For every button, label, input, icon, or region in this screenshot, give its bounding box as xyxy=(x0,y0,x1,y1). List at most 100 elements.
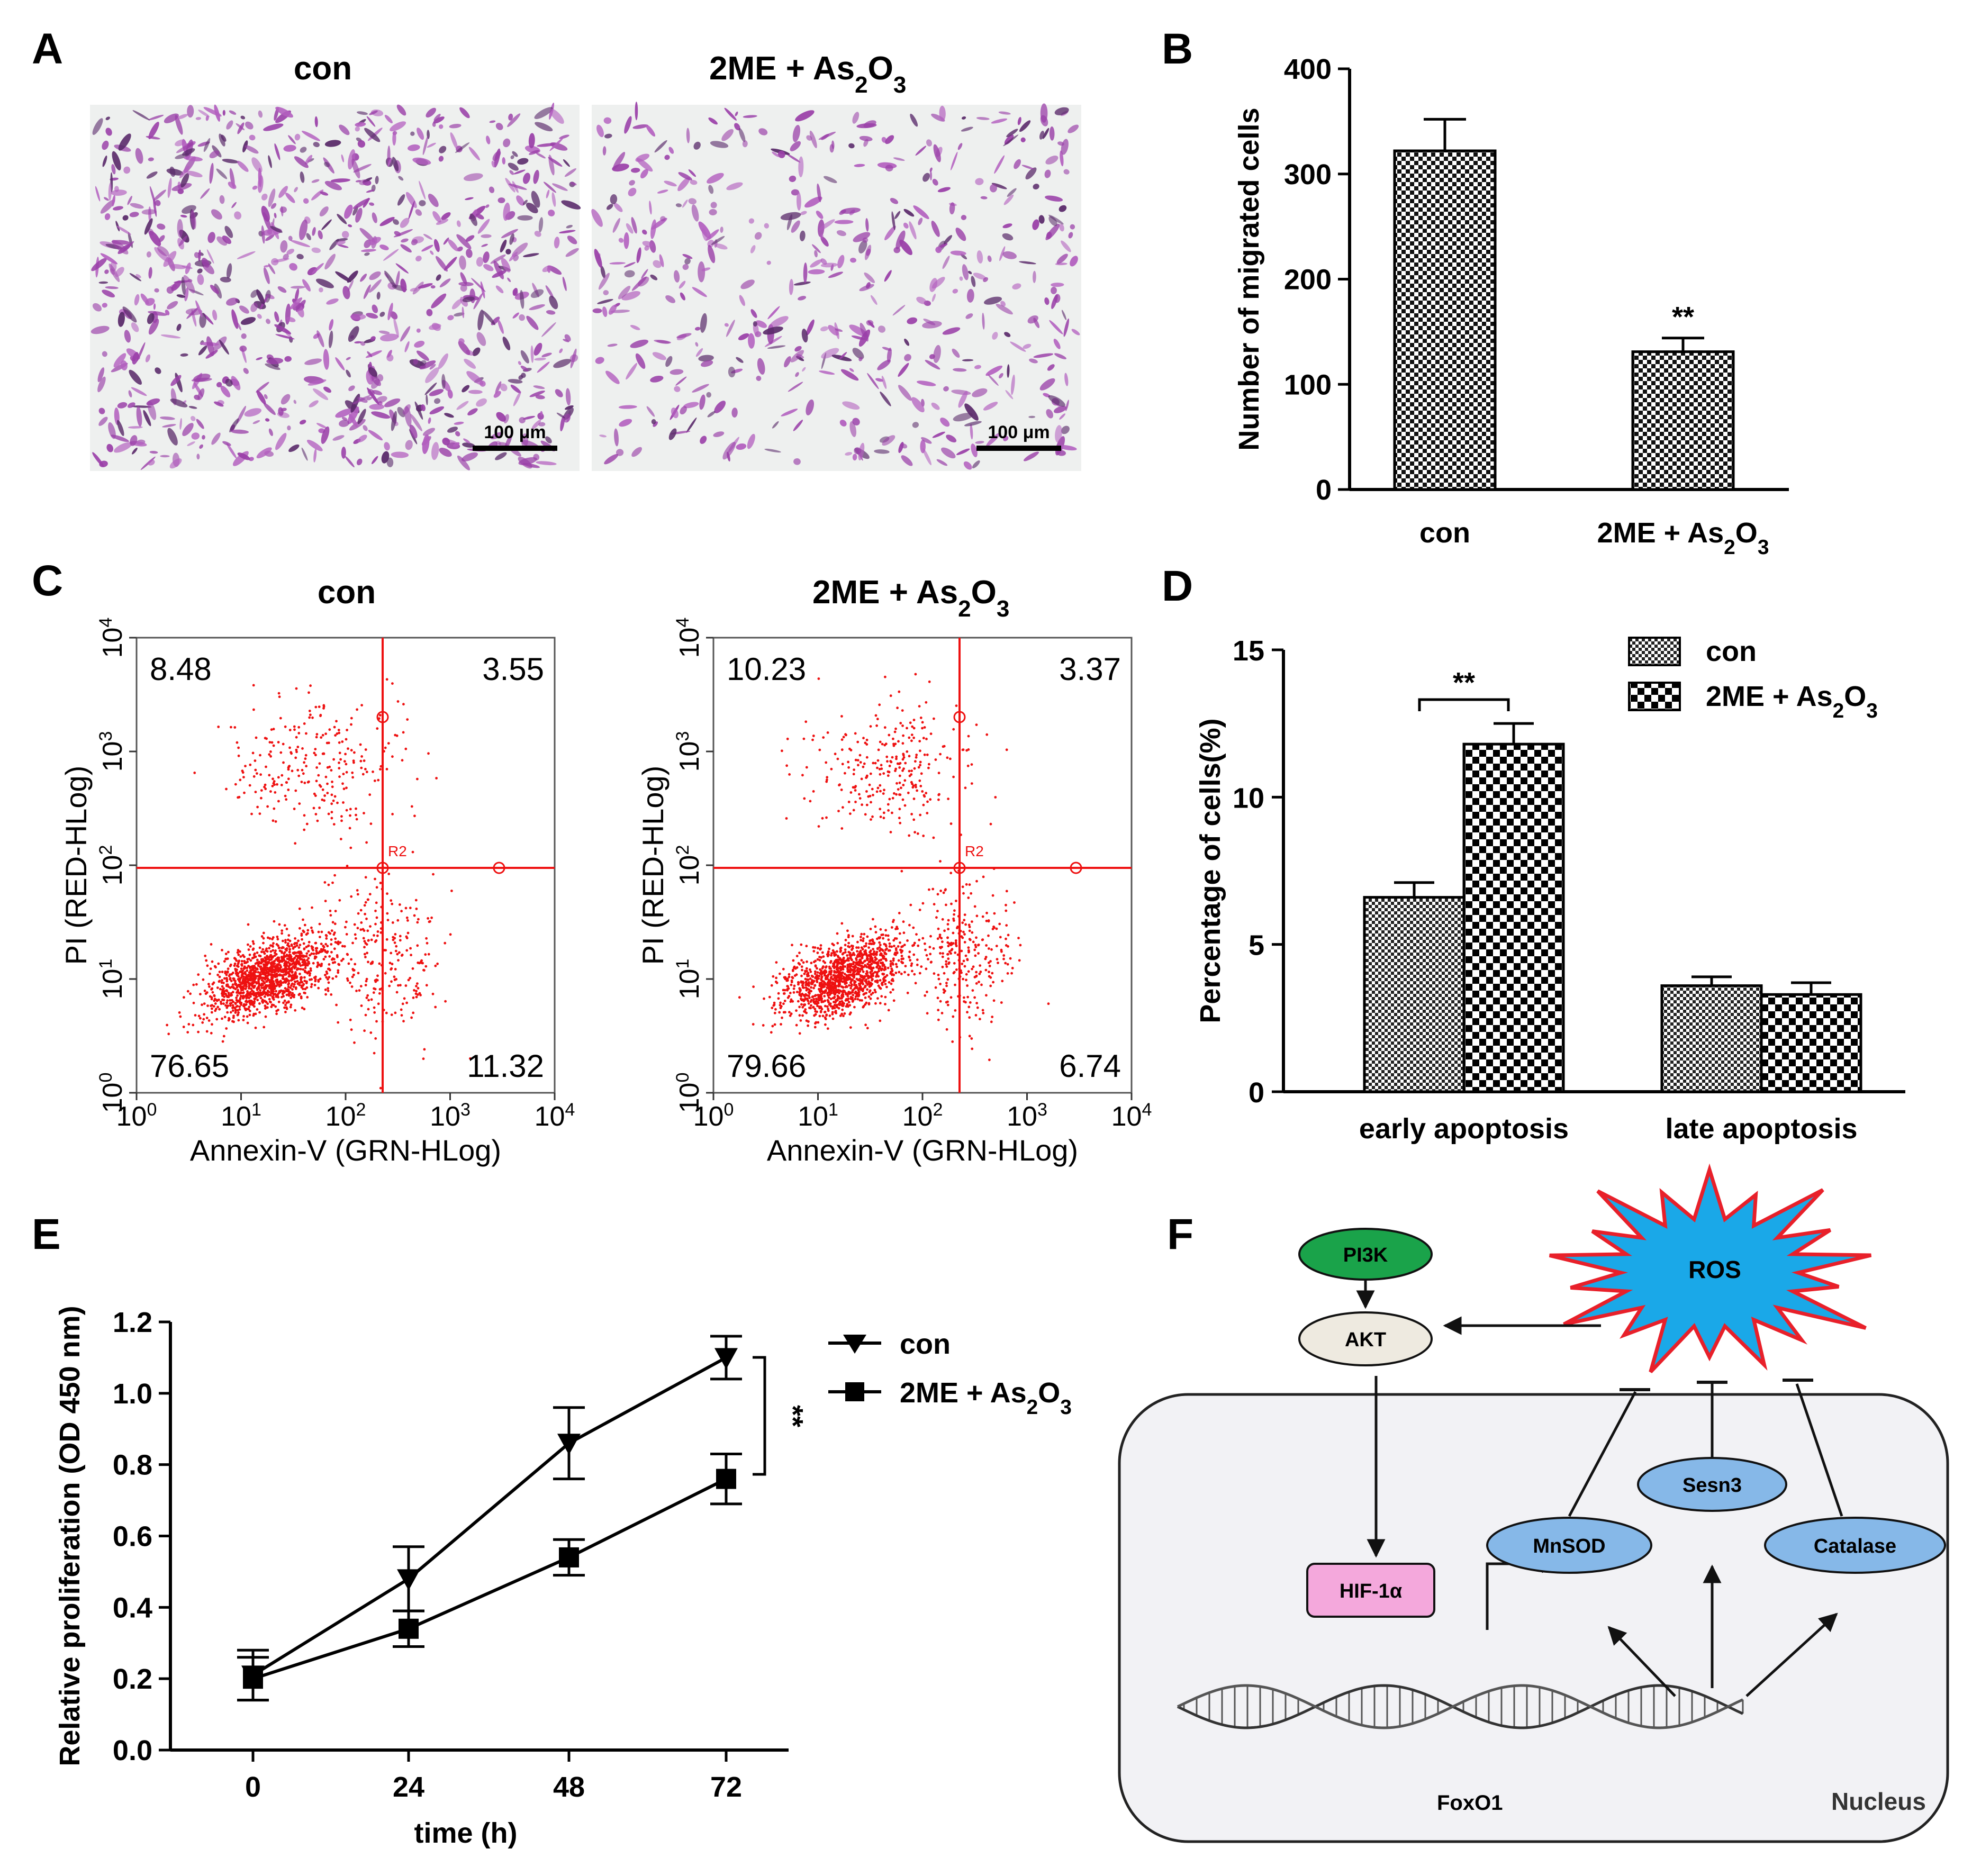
cell xyxy=(536,461,557,466)
c-dot xyxy=(946,936,949,939)
cell xyxy=(275,334,295,340)
c-dot xyxy=(967,735,970,738)
c-dot xyxy=(970,763,973,766)
cell xyxy=(603,117,612,124)
cell xyxy=(836,230,846,237)
cell xyxy=(92,452,104,467)
c-dot xyxy=(840,738,844,741)
c-dot xyxy=(875,953,878,956)
c-dot xyxy=(223,960,226,963)
c-dot xyxy=(878,949,881,953)
cell xyxy=(149,231,161,247)
c-dot xyxy=(300,932,303,936)
c-dot xyxy=(281,974,284,977)
cell xyxy=(1011,374,1015,395)
cell xyxy=(726,182,743,191)
c-dot xyxy=(270,971,274,974)
c-dot xyxy=(367,999,370,1002)
cell xyxy=(526,202,538,214)
c-dot xyxy=(246,1015,249,1018)
c-dot xyxy=(275,995,278,998)
panel-c-title-treat-sub2: 3 xyxy=(997,596,1009,622)
c-dot xyxy=(310,926,313,929)
cell xyxy=(431,442,439,460)
c-dot xyxy=(887,938,890,941)
cell xyxy=(961,215,967,220)
c-dot xyxy=(285,989,288,992)
c-dot xyxy=(336,801,339,804)
cell xyxy=(436,274,441,281)
c-dot xyxy=(310,985,313,989)
cell xyxy=(631,168,640,173)
cell xyxy=(114,442,132,453)
c-dot xyxy=(879,1019,882,1022)
c-dot xyxy=(271,990,274,993)
cell xyxy=(311,179,320,183)
cell xyxy=(501,258,511,273)
c-dot xyxy=(218,975,221,978)
c-dot xyxy=(840,715,843,718)
cell xyxy=(610,194,618,204)
c-dot xyxy=(298,907,301,910)
c-dot xyxy=(897,945,900,948)
c-dot xyxy=(327,981,330,984)
cell xyxy=(348,326,359,342)
c-x-tick-label: 102 xyxy=(325,1100,366,1132)
cell xyxy=(414,340,425,348)
c-dot xyxy=(183,996,185,999)
c-dot xyxy=(896,762,899,765)
c-gate-handle-right xyxy=(493,862,505,874)
c-dot xyxy=(329,932,332,935)
cell xyxy=(702,228,708,241)
c-dot xyxy=(882,955,885,958)
cell xyxy=(384,398,401,407)
c-dot xyxy=(280,784,283,786)
c-dot xyxy=(906,727,908,730)
c-dot xyxy=(303,782,306,784)
c-dot xyxy=(952,917,955,920)
cell xyxy=(670,369,684,375)
cell xyxy=(136,406,142,427)
c-dot xyxy=(296,951,300,954)
c-dot xyxy=(840,922,844,925)
cell xyxy=(439,447,452,457)
c-dot xyxy=(303,722,306,725)
cell xyxy=(397,194,405,206)
cell xyxy=(767,345,786,349)
c-dot xyxy=(861,999,863,1002)
c-dot xyxy=(409,947,412,950)
cell xyxy=(148,114,164,121)
cell xyxy=(171,280,182,291)
panel-a-label-treat: 2ME + As2O3 xyxy=(709,50,906,98)
c-dot xyxy=(242,1015,245,1018)
c-plot-frame xyxy=(712,637,1133,1094)
cell xyxy=(163,251,177,267)
c-dot xyxy=(296,768,300,772)
c-dot xyxy=(337,1021,340,1024)
c-dot xyxy=(251,940,255,943)
c-dot xyxy=(890,982,893,985)
c-dot xyxy=(951,1040,954,1043)
cell xyxy=(426,394,428,405)
cell xyxy=(961,126,973,132)
c-dot xyxy=(773,1011,776,1014)
c-dot xyxy=(811,995,815,998)
c-dot xyxy=(302,968,305,971)
cell xyxy=(231,376,241,391)
c-dot xyxy=(334,937,337,940)
cell xyxy=(739,295,745,306)
c-dot xyxy=(273,920,276,923)
c-dot xyxy=(807,978,810,981)
cell xyxy=(650,219,656,239)
c-dot xyxy=(250,984,253,987)
c-dot xyxy=(874,714,878,717)
c-dot xyxy=(988,965,991,967)
cell xyxy=(145,354,151,362)
cell xyxy=(180,353,188,357)
c-dot xyxy=(253,965,256,967)
c-dot xyxy=(351,771,354,774)
c-dot xyxy=(963,941,966,944)
c-dot xyxy=(307,957,310,960)
cell xyxy=(167,177,172,198)
c-dot xyxy=(411,967,414,970)
